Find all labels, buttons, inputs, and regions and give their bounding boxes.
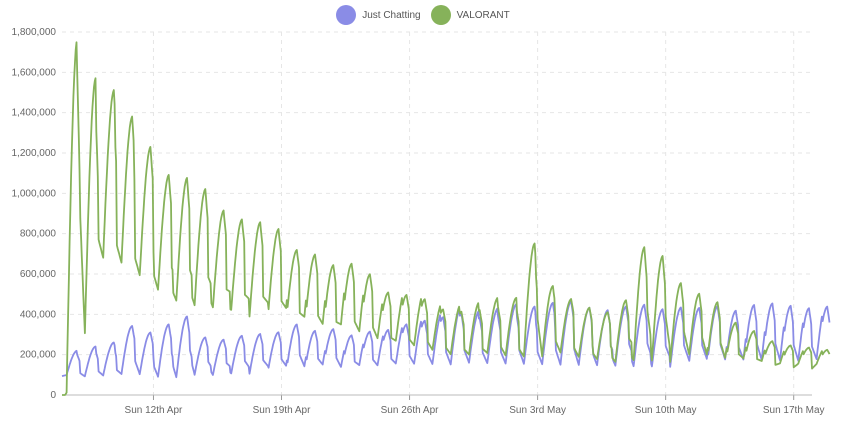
legend-swatch-valorant [430, 5, 451, 25]
x-tick-label: Sun 17th May [763, 405, 825, 416]
y-tick-label: 600,000 [20, 269, 57, 280]
y-tick-label: 1,800,000 [12, 27, 57, 38]
y-tick-label: 1,200,000 [12, 148, 57, 159]
chart-legend: Just Chatting VALORANT [0, 5, 846, 25]
y-tick-label: 1,400,000 [12, 108, 57, 119]
y-tick-label: 400,000 [20, 309, 57, 320]
x-tick-label: Sun 19th Apr [253, 405, 311, 416]
legend-label-just-chatting: Just Chatting [362, 9, 421, 21]
legend-label-valorant: VALORANT [456, 9, 510, 21]
y-tick-label: 200,000 [20, 350, 57, 361]
y-tick-label: 1,600,000 [12, 67, 57, 78]
x-tick-label: Sun 12th Apr [125, 405, 183, 416]
x-tick-label: Sun 10th May [635, 405, 697, 416]
y-tick-label: 0 [50, 390, 56, 401]
legend-item-valorant[interactable]: VALORANT [430, 5, 510, 25]
y-tick-label: 1,000,000 [12, 188, 57, 199]
x-tick-label: Sun 3rd May [509, 405, 566, 416]
series-line-valorant [61, 41, 831, 396]
y-tick-label: 800,000 [20, 229, 57, 240]
legend-item-just-chatting[interactable]: Just Chatting [336, 5, 421, 25]
x-tick-label: Sun 26th Apr [381, 405, 439, 416]
legend-swatch-just-chatting [336, 5, 357, 25]
